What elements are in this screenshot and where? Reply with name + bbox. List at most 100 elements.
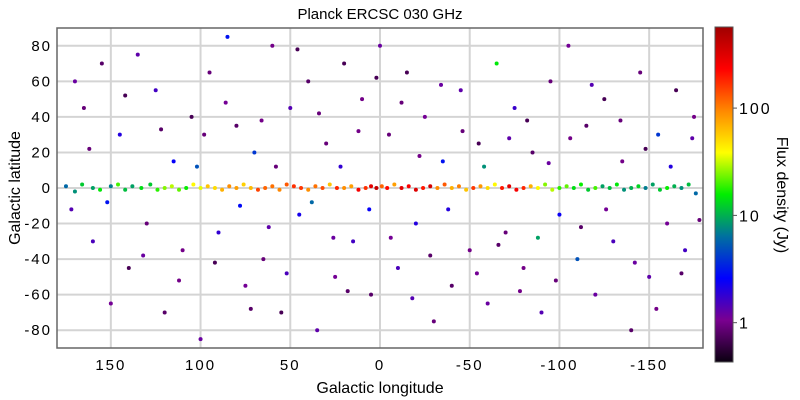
data-point [530,150,535,155]
data-point [507,184,512,189]
data-point [259,118,264,123]
data-point [421,186,426,190]
data-point [313,184,318,189]
y-tick-label: 40 [31,109,52,126]
data-point [378,43,382,48]
data-point [80,182,85,187]
data-point [288,106,293,110]
data-point [575,257,580,262]
data-point [458,88,463,93]
data-point [683,248,688,253]
data-point [284,182,289,187]
data-point [578,225,583,230]
data-point [586,187,591,192]
data-point [69,207,74,212]
data-point [194,164,199,169]
data-point [177,187,182,192]
data-point [198,186,203,190]
data-point [517,289,522,294]
data-point [607,186,612,190]
data-point [374,75,379,80]
data-point [693,191,698,196]
data-point [205,184,210,189]
data-point [234,186,239,190]
data-point [428,253,433,258]
data-point [123,93,128,98]
data-point [291,184,296,189]
colorbar [714,26,734,363]
data-point [697,218,702,222]
data-point [153,88,158,93]
data-point [550,187,555,192]
data-point [439,82,444,87]
data-point [171,159,176,164]
data-point [496,242,501,247]
data-point [299,186,304,190]
colorbar-tick-label: 1 [739,316,750,333]
data-point [108,184,113,189]
data-point [548,79,553,84]
data-point [600,184,605,189]
data-point [674,88,679,93]
data-point [144,221,149,226]
data-point [212,260,217,265]
y-tick-label: -40 [24,251,52,268]
data-point [593,186,598,190]
x-tick-labels: 150 100 50 0 -50 -100 -150 [95,357,666,374]
y-tick-label: 20 [31,144,52,161]
data-point [270,43,275,48]
data-point [72,189,77,194]
data-point [369,184,374,189]
data-point [385,186,390,190]
data-point [227,184,232,189]
x-tick-label: -100 [540,357,578,374]
plot-frame [56,27,704,349]
data-point [223,100,228,105]
data-point [90,186,95,190]
data-point [514,187,519,192]
data-point [316,111,321,116]
data-point [440,159,445,164]
data-point [521,266,526,270]
data-point [315,328,320,333]
data-point [279,310,284,315]
data-point [255,187,260,192]
data-point [399,186,404,190]
data-point [216,230,221,235]
y-tick-label: 60 [31,73,52,90]
data-point [212,186,217,190]
data-point [309,200,314,205]
data-point [123,187,128,192]
data-point [672,184,677,189]
data-point [643,186,648,190]
data-point [460,129,465,134]
data-point [356,187,361,192]
grid [57,28,703,348]
data-point [485,186,490,190]
data-point [238,203,243,208]
data-point [446,207,451,212]
data-point [478,184,483,189]
data-point [464,187,469,192]
data-point [503,230,508,235]
data-point [404,70,409,75]
data-point [636,184,641,189]
x-tick-label: 150 [95,357,126,374]
data-point [571,186,576,190]
data-point [155,187,160,192]
data-point [139,186,144,190]
y-tick-label: 0 [42,180,52,197]
data-point [135,52,140,57]
data-point [413,221,418,226]
x-tick-label: 0 [375,357,385,374]
data-point [512,106,517,110]
colorbar-tick-label: 100 [739,101,772,118]
data-point [471,186,476,190]
data-point [629,328,634,333]
data-point [629,186,634,190]
y-tick-labels: 80 60 40 20 0 -20 -40 -60 -80 [24,38,52,339]
data-point [345,289,350,294]
data-point [363,186,368,190]
data-point [557,186,562,190]
